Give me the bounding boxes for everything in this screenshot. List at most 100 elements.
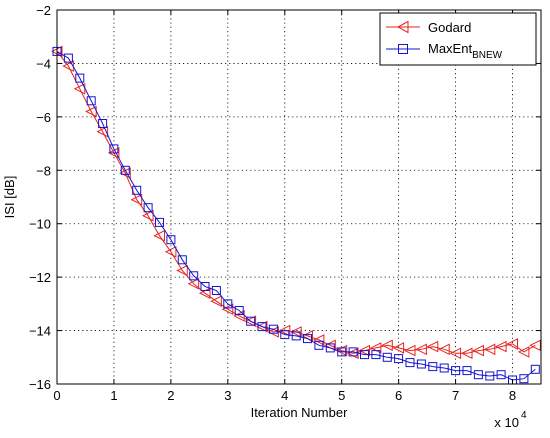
data-point-maxent — [382, 352, 392, 362]
data-point-maxent — [416, 359, 426, 369]
data-point-maxent — [234, 306, 244, 315]
data-point-godard — [255, 320, 268, 333]
legend: Godard MaxEntBNEW — [379, 12, 537, 66]
x-multiplier-base: x 10 — [494, 415, 519, 430]
data-point-maxent — [405, 358, 415, 368]
data-point-maxent — [177, 255, 187, 265]
series-line-maxent — [56, 50, 536, 381]
data-point-godard — [176, 264, 188, 277]
x-tick-label: 3 — [224, 388, 231, 403]
data-point-godard — [278, 324, 291, 337]
x-tick-label: 6 — [395, 388, 402, 403]
data-point-godard — [438, 343, 450, 356]
data-point-godard — [233, 310, 245, 322]
data-point-maxent — [200, 282, 210, 291]
data-point-godard — [381, 339, 393, 352]
data-point-maxent — [109, 144, 119, 154]
x-tick-label: 8 — [509, 388, 516, 403]
data-point-maxent — [268, 324, 278, 334]
data-point-maxent — [451, 366, 461, 376]
data-point-godard — [426, 340, 439, 353]
y-tick-label: −14 — [29, 324, 51, 339]
data-point-maxent — [360, 350, 369, 360]
data-point-godard — [130, 193, 143, 206]
data-point-maxent — [211, 286, 221, 295]
data-point-maxent — [428, 362, 438, 372]
x-axis-multiplier: x 10 4 — [494, 410, 527, 430]
data-point-maxent — [337, 347, 347, 357]
data-point-maxent — [519, 374, 529, 384]
data-point-maxent — [98, 119, 108, 128]
data-point-godard — [96, 125, 109, 138]
legend-label-maxent: MaxEntBNEW — [428, 41, 503, 61]
axis-ticks: 0 1 2 3 4 5 6 7 8 −16 −14 −12 −10 −8 −6 −4 −2 — [29, 3, 541, 403]
x-tick-label: 1 — [110, 388, 117, 403]
data-point-maxent — [120, 165, 130, 175]
x-tick-label: 4 — [281, 388, 288, 403]
data-point-godard — [153, 229, 165, 242]
data-point-godard — [312, 334, 325, 346]
y-tick-label: −4 — [36, 56, 51, 71]
data-point-maxent — [314, 340, 324, 350]
data-point-maxent — [496, 370, 506, 380]
data-point-maxent — [75, 73, 85, 83]
data-point-godard — [483, 343, 496, 356]
series-line-godard — [56, 51, 536, 354]
x-tick-label: 0 — [53, 388, 60, 403]
legend-label-maxent-main: MaxEnt — [428, 41, 472, 56]
data-point-maxent — [143, 203, 153, 213]
y-tick-label: −8 — [36, 163, 51, 178]
data-point-godard — [403, 344, 416, 357]
y-tick-label: −16 — [29, 377, 51, 392]
x-axis-label: Iteration Number — [251, 405, 348, 420]
data-point-maxent — [166, 235, 176, 245]
y-axis-label: ISI [dB] — [2, 176, 17, 219]
data-point-godard — [506, 338, 518, 350]
data-point-godard — [187, 277, 200, 290]
data-point-godard — [107, 147, 120, 159]
legend-label-maxent-subscript: BNEW — [472, 50, 503, 61]
data-point-maxent — [155, 217, 164, 227]
x-multiplier-exponent: 4 — [521, 410, 527, 421]
data-point-godard — [472, 344, 484, 357]
data-point-maxent — [303, 334, 312, 344]
data-point-maxent — [257, 322, 267, 332]
data-point-maxent — [371, 350, 381, 360]
data-point-maxent — [86, 96, 96, 106]
y-tick-label: −2 — [36, 3, 51, 18]
data-point-godard — [415, 343, 427, 356]
legend-box — [379, 12, 537, 66]
data-point-godard — [529, 339, 541, 352]
data-point-maxent — [394, 354, 404, 364]
data-point-maxent — [246, 316, 256, 326]
data-point-godard — [244, 315, 257, 328]
data-point-maxent — [485, 371, 495, 381]
data-point-godard — [164, 245, 177, 258]
legend-marker-godard — [396, 20, 409, 34]
data-point-maxent — [280, 330, 290, 340]
data-point-godard — [494, 340, 507, 353]
data-point-maxent — [530, 364, 540, 374]
plot-frame — [56, 9, 542, 385]
data-point-godard — [221, 303, 234, 316]
data-point-maxent — [189, 271, 199, 281]
data-point-maxent — [439, 363, 449, 373]
data-point-godard — [517, 346, 530, 358]
data-point-godard — [392, 342, 405, 354]
data-point-maxent — [223, 299, 233, 309]
data-point-godard — [141, 209, 154, 222]
data-point-maxent — [473, 370, 483, 380]
y-tick-label: −6 — [36, 110, 51, 125]
x-tick-label: 7 — [452, 388, 459, 403]
legend-marker-maxent — [398, 44, 408, 54]
series-maxent — [52, 46, 540, 385]
grid-lines — [57, 10, 541, 384]
data-point-maxent — [462, 366, 472, 376]
data-point-godard — [460, 347, 473, 360]
data-point-godard — [358, 344, 370, 357]
data-point-godard — [449, 347, 462, 360]
data-point-maxent — [132, 185, 142, 195]
data-point-maxent — [348, 347, 358, 357]
legend-item-godard: Godard — [386, 20, 471, 35]
